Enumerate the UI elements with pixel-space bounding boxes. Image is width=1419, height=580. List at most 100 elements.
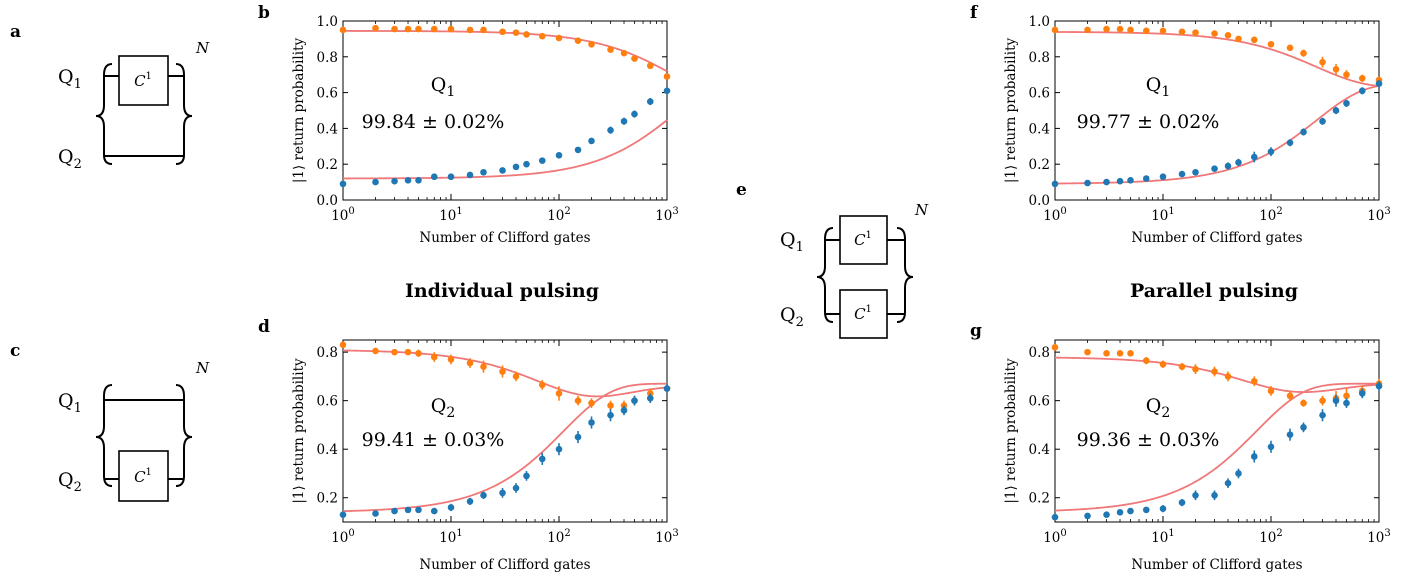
q2-label-a: Q2 [58,146,82,172]
data-point [1192,492,1199,499]
data-point [1178,170,1186,178]
data-point [631,397,638,404]
y-axis-label: |1⟩ return probability [291,38,307,184]
data-point [1084,512,1091,520]
data-point [1358,87,1366,95]
data-point [588,399,595,407]
panel-letter-f: f [970,3,979,23]
data-point [1051,26,1059,34]
x-tick-label: 102 [1259,528,1283,546]
data-point [415,506,422,514]
y-tick-label: 0.2 [1029,157,1050,173]
data-point [1103,25,1110,33]
data-point [1142,506,1150,514]
data-point [1375,382,1383,390]
data-point [1358,390,1366,397]
data-point [1159,173,1167,181]
qubit-annotation: Q2 [431,395,456,421]
data-point [512,163,520,171]
data-point [1319,411,1326,419]
gate-label-e-q2: C1 [854,304,872,323]
data-point [538,157,546,164]
data-point [466,359,474,367]
data-point [1178,499,1186,506]
data-point [1116,508,1124,516]
x-tick-label: 100 [1043,528,1067,546]
data-point [1127,507,1134,515]
y-tick-label: 0.8 [317,50,338,66]
q1-label-c: Q1 [58,390,82,416]
y-tick-label: 1.0 [1029,14,1050,30]
data-point [1192,365,1199,373]
data-point [480,26,487,34]
data-point [1250,453,1258,460]
x-tick-label: 103 [1367,206,1391,224]
data-point [1343,100,1350,107]
panel-letter-c: c [10,341,20,361]
data-point [1116,25,1124,33]
data-point [372,178,379,186]
data-point [1343,71,1350,78]
x-axis-label: Number of Clifford gates [1131,557,1302,573]
data-point [1250,36,1258,44]
data-point [523,160,530,168]
data-point [512,484,520,492]
data-point [339,180,347,188]
x-tick-label: 100 [1043,206,1067,224]
data-point [663,87,671,95]
data-point [466,498,474,505]
data-point [1084,26,1091,34]
data-point [1300,399,1307,407]
data-point [1343,399,1350,407]
data-point [607,46,614,53]
data-point [1142,357,1150,364]
data-point [480,363,487,370]
data-point [555,151,563,159]
data-point [499,28,506,36]
data-point [1178,28,1186,36]
data-point [1286,431,1294,438]
circuit-a: Q1 Q2 C1 N [58,39,210,172]
data-point [404,177,412,184]
gate-box-e-q1 [839,215,888,265]
data-point [1250,153,1258,161]
data-point [1178,363,1186,370]
data-point [620,49,628,57]
data-point [1211,492,1218,499]
y-axis-label: |1⟩ return probability [291,358,307,504]
panel-letter-b: b [258,3,270,23]
data-point [620,407,628,414]
data-point [404,25,412,33]
data-point [631,55,638,62]
y-tick-label: 0.2 [1029,491,1050,507]
data-point [1103,178,1110,186]
data-point [1192,29,1199,36]
data-point [415,177,422,184]
data-point [1300,424,1307,431]
fit-curve [343,30,668,73]
data-point [415,350,422,357]
data-point [1224,373,1232,380]
data-point [447,25,455,33]
data-point [339,511,347,519]
data-point [523,31,530,38]
y-tick-label: 0.4 [1029,442,1050,458]
right-brace-a [175,63,193,165]
gate-label-c: C1 [134,467,152,486]
repeat-n-e: N [914,201,929,219]
fidelity-annotation: 99.77 ± 0.02% [1077,111,1220,133]
y-axis-label: |1⟩ return probability [1003,358,1019,504]
data-point [1051,343,1059,351]
y-tick-label: 0.8 [1029,50,1050,66]
data-point [499,489,506,497]
data-point [1235,35,1242,43]
data-point [1332,397,1340,404]
data-point [646,62,654,70]
data-point [1319,58,1326,66]
axes-frame-f [1054,20,1380,201]
data-point [1103,350,1110,357]
data-point [480,168,487,176]
data-point [1286,139,1294,147]
x-axis-label: Number of Clifford gates [419,230,590,246]
